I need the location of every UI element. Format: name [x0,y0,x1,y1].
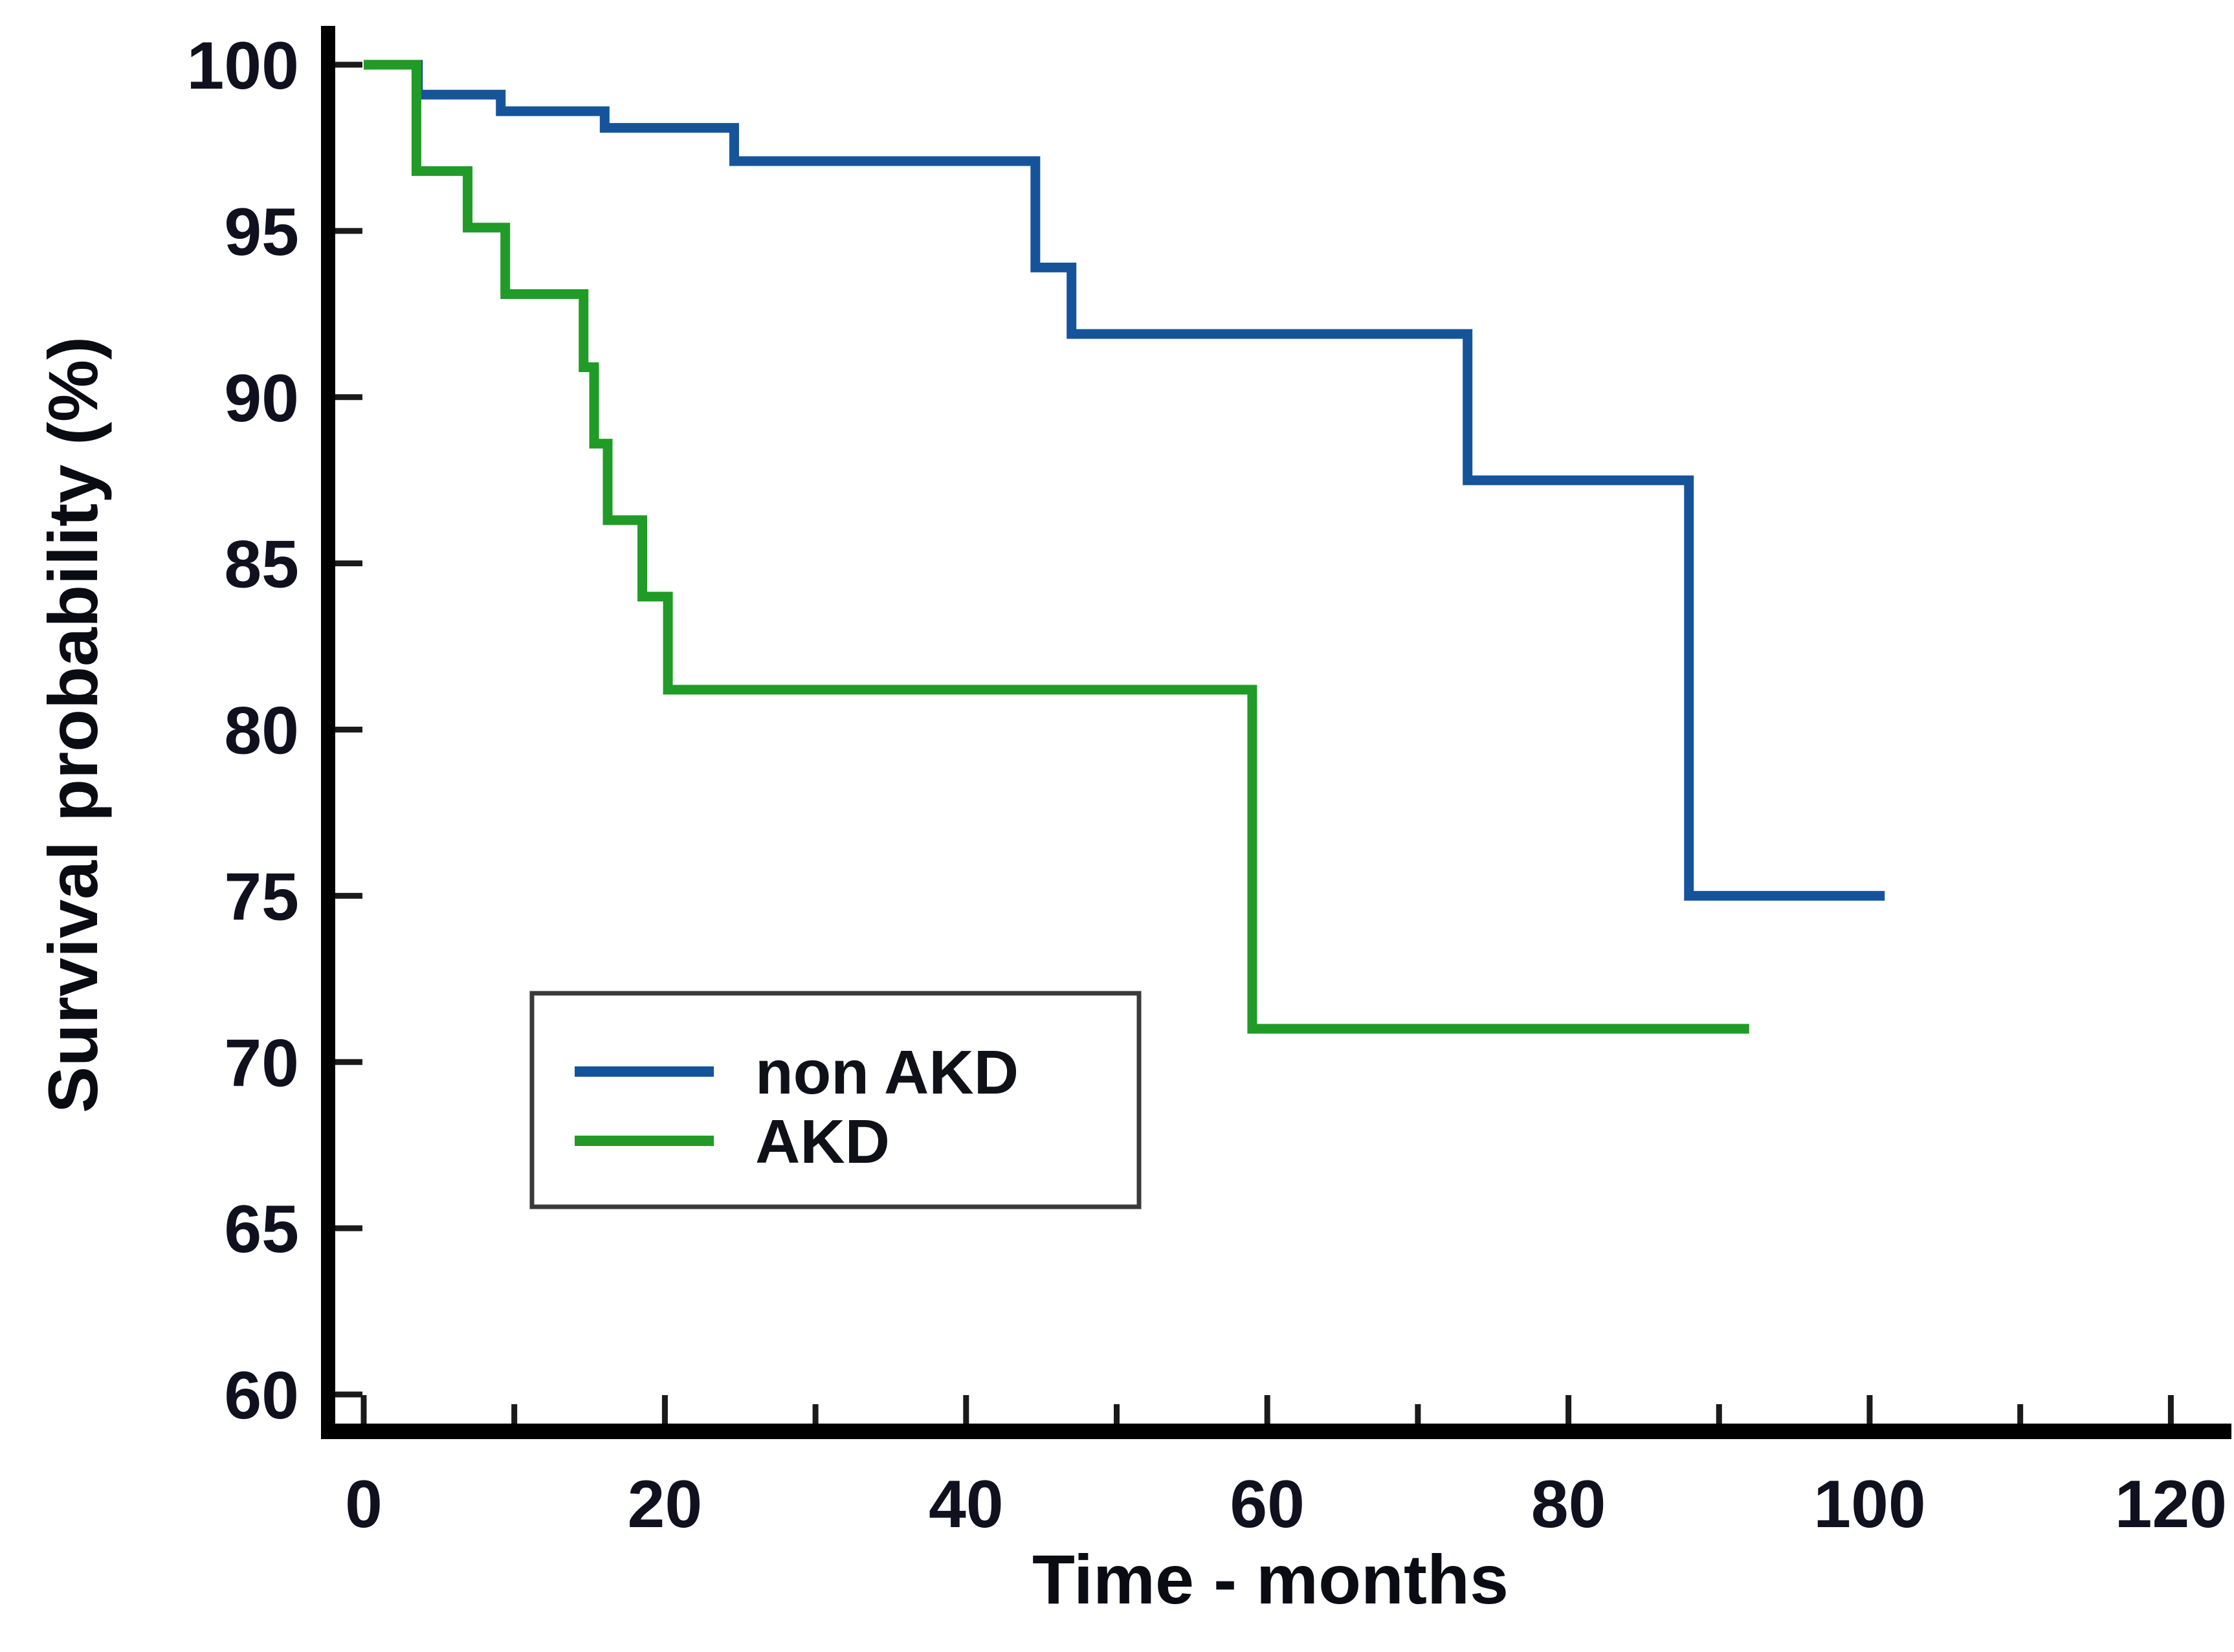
survival-curve-akd [364,60,1749,1034]
legend-box [529,991,1142,1209]
y-tick-label: 60 [224,1358,299,1433]
x-tick-label: 100 [1813,1467,1926,1542]
y-tick-label: 70 [224,1026,299,1101]
y-tick-label: 100 [186,28,299,104]
survival-curve-non-akd [364,60,1885,901]
y-axis-title: Survival probability (%) [34,336,112,1113]
axis-ticks: 100 95 90 85 80 75 70 65 60 0 20 40 60 80 100 120 [186,28,2227,1542]
x-tick-label: 80 [1531,1467,1606,1542]
x-axis-line [321,1424,2231,1439]
x-tick-label: 120 [2115,1467,2228,1542]
y-tick-label: 75 [224,859,299,934]
y-tick-label: 95 [224,195,299,270]
y-tick-label: 85 [224,527,299,602]
y-axis-line [321,26,335,1439]
x-tick-label: 60 [1230,1467,1305,1542]
legend: non AKD AKD [529,991,1142,1209]
x-tick-label: 20 [628,1467,703,1542]
x-tick-label: 0 [345,1467,382,1542]
legend-label-non-akd: non AKD [755,1038,1019,1107]
y-tick-label: 65 [224,1192,299,1267]
y-tick-label: 80 [224,694,299,769]
survival-curves [364,60,1885,1034]
x-tick-label: 40 [929,1467,1004,1542]
legend-label-akd: AKD [755,1107,890,1176]
x-axis-title: Time - months [1032,1540,1509,1618]
y-tick-label: 90 [224,361,299,436]
